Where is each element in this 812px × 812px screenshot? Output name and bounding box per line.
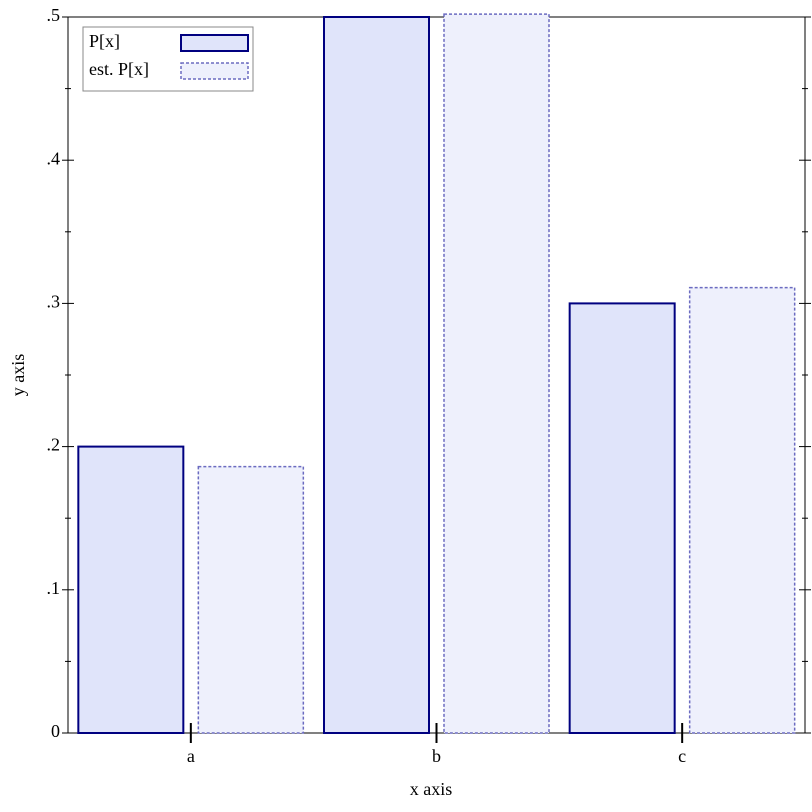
bar — [197, 465, 305, 734]
legend-swatch — [180, 62, 249, 80]
y-tick-label: .1 — [47, 578, 61, 598]
y-tick-label: .4 — [47, 148, 61, 168]
y-axis-label: y axis — [8, 354, 28, 397]
bar — [323, 16, 430, 734]
y-tick-label: .5 — [47, 5, 61, 25]
bar — [688, 286, 796, 734]
x-axis-label: x axis — [410, 779, 453, 799]
legend-label: P[x] — [89, 31, 120, 51]
bar — [568, 302, 676, 734]
x-tick-label: c — [678, 746, 686, 766]
y-tick-label: .2 — [47, 435, 61, 455]
legend-label: est. P[x] — [89, 59, 149, 79]
legend-swatch — [180, 34, 249, 52]
y-tick-label: 0 — [51, 721, 60, 741]
y-tick-label: .3 — [47, 292, 61, 312]
x-tick-label: b — [432, 746, 441, 766]
x-tick-label: a — [187, 746, 195, 766]
bar — [77, 445, 185, 734]
bar — [443, 13, 550, 734]
